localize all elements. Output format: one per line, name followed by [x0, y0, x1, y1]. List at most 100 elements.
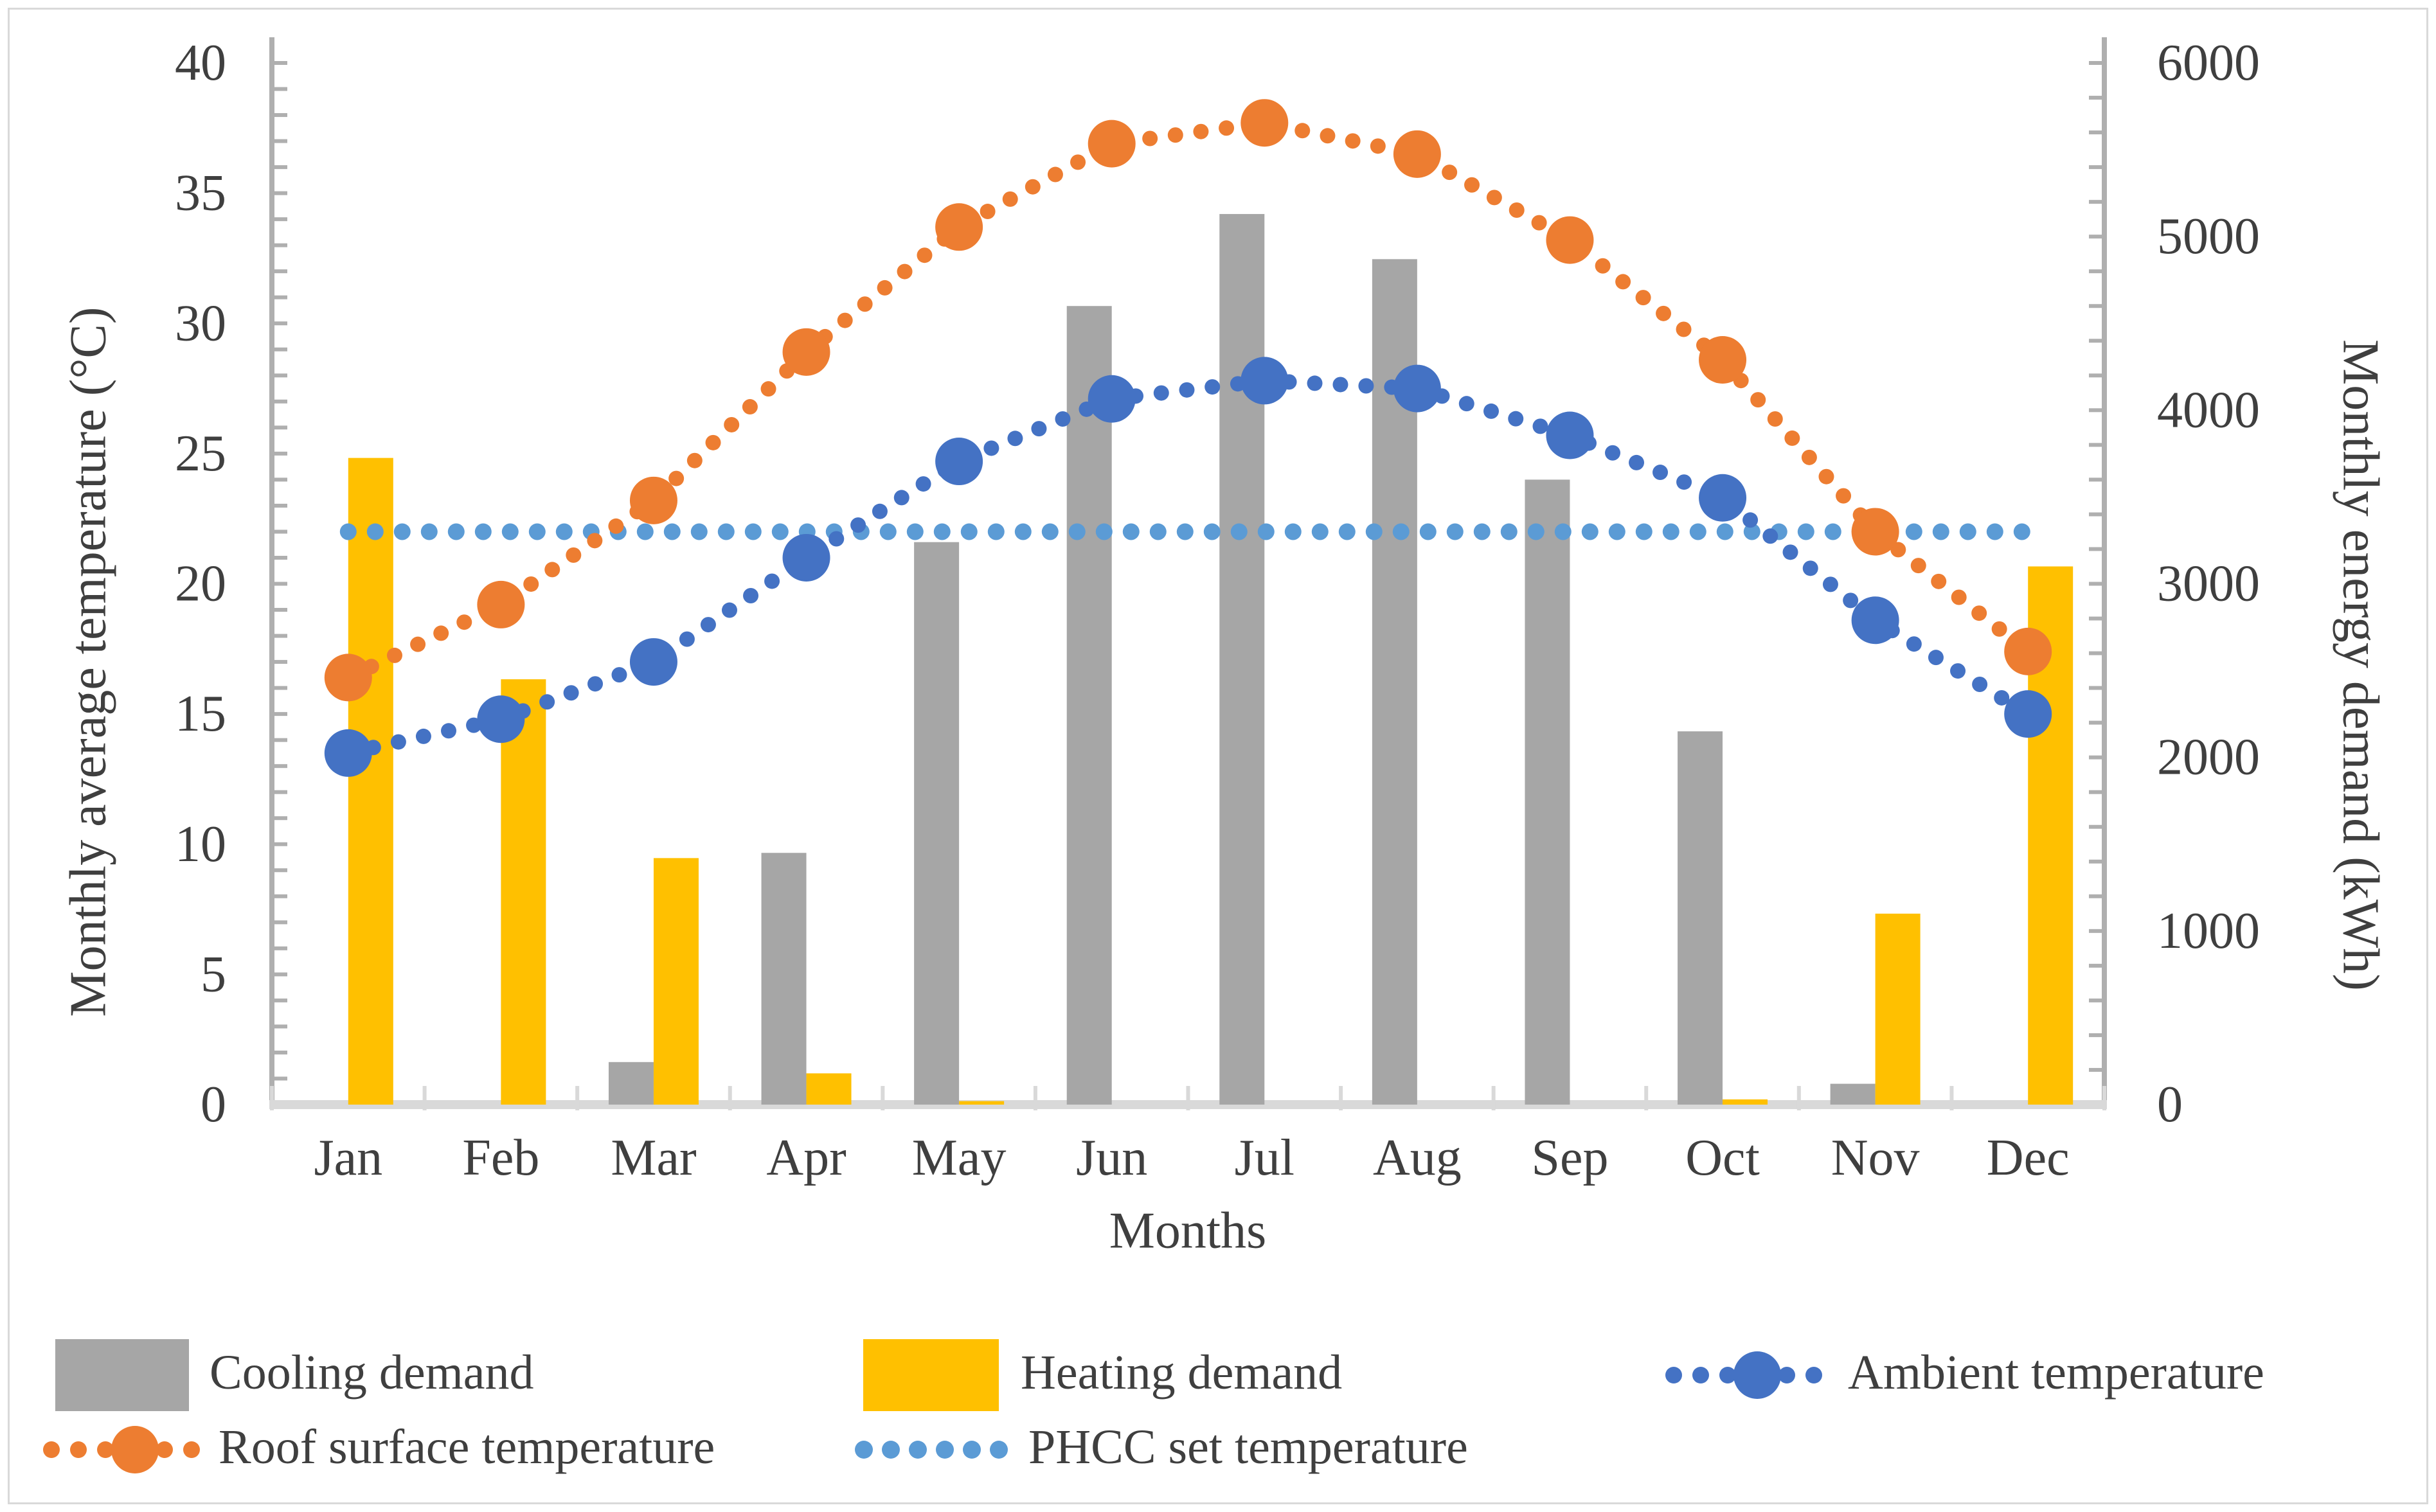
left-axis-tick	[272, 660, 287, 664]
x-axis-category-tick	[1949, 1086, 1954, 1110]
legend-icon-phcc-dot	[990, 1441, 1008, 1459]
left-axis-tick	[272, 373, 287, 378]
legend-icon-roof-surface-temperature-dot	[183, 1441, 200, 1458]
x-axis-title: Months	[1109, 1202, 1267, 1259]
roof-surface-temperature-marker-jun	[1088, 120, 1136, 168]
left-axis-tick	[272, 295, 287, 299]
legend-icon-ambient-temperature-dot	[1805, 1367, 1822, 1383]
legend-label-cooling-demand: Cooling demand	[210, 1346, 534, 1400]
left-axis-tick	[272, 191, 287, 195]
roof-surface-temperature-marker-jan	[324, 654, 372, 702]
x-axis-month-label: Apr	[766, 1130, 846, 1186]
left-axis-tick	[272, 842, 287, 846]
ambient-temperature-marker-sep	[1546, 411, 1594, 459]
x-axis-category-tick	[1339, 1086, 1343, 1110]
legend-icon-ambient-temperature-dot	[1692, 1367, 1709, 1383]
roof-surface-temperature-marker-aug	[1393, 130, 1441, 178]
left-axis-tick	[272, 87, 287, 91]
legend-label-ambient-temperature: Ambient temperature	[1848, 1346, 2264, 1400]
right-axis-tick	[2089, 443, 2104, 447]
legend-swatch-cooling-demand	[55, 1339, 189, 1411]
left-y-axis-line	[269, 37, 274, 1107]
right-axis-tick	[2089, 512, 2104, 517]
left-axis-tick	[272, 321, 287, 326]
ambient-temperature-marker-apr	[782, 533, 830, 582]
ambient-temperature-marker-nov	[1851, 596, 1899, 645]
roof-surface-temperature-marker-dec	[2004, 627, 2052, 675]
right-axis-tick-label: 0	[2157, 1076, 2183, 1133]
right-axis-tick-label: 4000	[2157, 382, 2260, 438]
ambient-temperature-marker-jun	[1088, 375, 1136, 423]
left-axis-tick-label: 15	[175, 686, 226, 742]
left-axis-tick	[272, 738, 287, 742]
right-axis-tick	[2089, 304, 2104, 308]
x-axis-month-label: Dec	[1987, 1130, 2070, 1186]
left-axis-tick	[272, 894, 287, 898]
x-axis-month-label: Jun	[1076, 1130, 1147, 1186]
x-axis-month-label: May	[912, 1130, 1007, 1186]
legend-label-phcc-set-temperature: PHCC set temperature	[1028, 1420, 1468, 1475]
x-axis-category-tick	[575, 1086, 580, 1110]
x-axis-category-tick	[728, 1086, 732, 1110]
right-axis-tick	[2089, 616, 2104, 621]
bar-cooling-oct	[1678, 731, 1723, 1105]
right-axis-tick	[2089, 61, 2104, 65]
right-axis-tick	[2089, 269, 2104, 274]
ambient-temperature-marker-jul	[1240, 357, 1289, 405]
bar-heating-mar	[653, 858, 699, 1105]
bar-cooling-jun	[1066, 306, 1112, 1105]
x-axis-category-tick	[1186, 1086, 1190, 1110]
left-axis-tick	[272, 113, 287, 118]
legend-icon-phcc-dot	[882, 1441, 900, 1459]
legend-icon-ambient-temperature-big-dot	[1733, 1351, 1781, 1399]
x-axis-category-tick	[1491, 1086, 1496, 1110]
legend-icon-roof-surface-temperature-dot	[97, 1441, 114, 1458]
left-axis-tick	[272, 972, 287, 977]
legend-icon-roof-surface-temperature-big-dot	[111, 1426, 159, 1473]
roof-surface-temperature-marker-mar	[629, 476, 677, 524]
right-axis-tick	[2089, 547, 2104, 551]
right-axis-tick	[2089, 235, 2104, 239]
left-axis-tick	[272, 1024, 287, 1029]
right-axis-tick-label: 2000	[2157, 729, 2260, 786]
roof-surface-temperature-marker-apr	[782, 328, 830, 376]
right-axis-tick	[2089, 96, 2104, 100]
right-axis-tick	[2089, 859, 2104, 864]
left-axis-tick	[272, 920, 287, 925]
left-axis-tick	[272, 868, 287, 873]
legend-icon-phcc-dot	[963, 1441, 981, 1459]
ambient-temperature-marker-dec	[2004, 690, 2052, 738]
legend-icon-phcc-dot	[936, 1441, 954, 1459]
right-axis-tick	[2089, 165, 2104, 170]
left-axis-tick-label: 5	[201, 946, 226, 1002]
left-axis-tick	[272, 347, 287, 351]
left-axis-tick	[272, 712, 287, 716]
roof-surface-temperature-marker-feb	[477, 580, 525, 628]
left-axis-tick	[272, 634, 287, 638]
legend-label-roof-surface-temperature: Roof surface temperature	[219, 1420, 715, 1475]
left-axis-tick-label: 10	[175, 816, 226, 873]
right-axis-tick-label: 3000	[2157, 556, 2260, 612]
left-axis-tick-label: 35	[175, 165, 226, 222]
left-axis-tick-label: 20	[175, 556, 226, 612]
left-axis-tick	[272, 790, 287, 794]
bar-cooling-sep	[1525, 479, 1570, 1105]
roof-surface-temperature-line	[340, 115, 2036, 686]
right-axis-tick	[2089, 894, 2104, 898]
legend-icon-phcc-dot	[909, 1441, 927, 1459]
bar-heating-jan	[348, 458, 393, 1105]
legend-swatch-heating-demand	[863, 1339, 999, 1411]
x-axis-category-tick	[1796, 1086, 1801, 1110]
x-axis-month-label: Jan	[314, 1130, 382, 1186]
right-y-axis-line	[2102, 37, 2107, 1107]
right-axis-tick	[2089, 200, 2104, 204]
left-axis-tick	[272, 477, 287, 482]
bar-heating-may	[959, 1101, 1005, 1105]
left-axis-title: Monthly average temperature (°C)	[60, 307, 117, 1017]
right-axis-tick	[2089, 755, 2104, 760]
x-axis-category-tick	[270, 1086, 274, 1110]
left-axis-tick	[272, 451, 287, 456]
roof-surface-temperature-marker-nov	[1851, 508, 1899, 556]
